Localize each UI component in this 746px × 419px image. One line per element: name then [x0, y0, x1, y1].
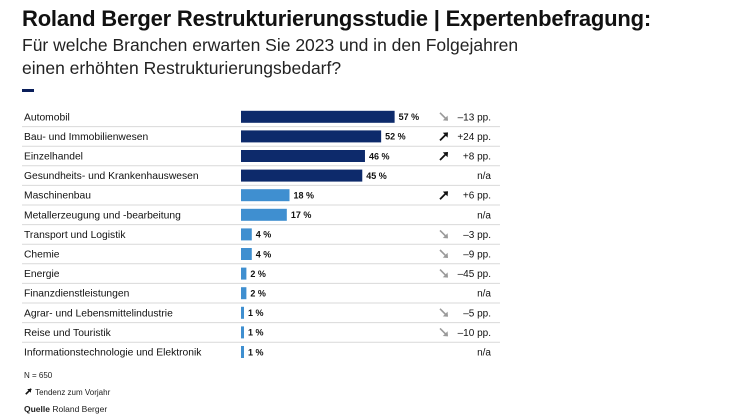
category-label-chemie: Chemie	[24, 250, 60, 261]
category-label-maschinenbau: Maschinenbau	[24, 191, 91, 202]
trend-down-icon-head-energie	[442, 272, 448, 278]
trend-up-icon-head-maschinenbau	[442, 191, 448, 197]
sample-size-note: N = 650	[24, 371, 53, 380]
bar-bau-und-immobilienwesen	[241, 130, 382, 143]
bar-automobil	[241, 110, 395, 123]
chart-subtitle: Für welche Branchen erwarten Sie 2023 un…	[22, 34, 622, 80]
change-label-transport-und-logistik: –3 pp.	[463, 230, 491, 241]
category-label-reise-und-touristik: Reise und Touristik	[24, 328, 112, 339]
change-label-reise-und-touristik: –10 pp.	[458, 328, 491, 339]
bar-reise-und-touristik	[241, 326, 244, 339]
bar-gesundheits-und-krankenhauswesen	[241, 169, 363, 182]
trend-down-icon-head-agrar-und-lebensmittelindustrie	[442, 311, 448, 317]
value-label-energie: 2 %	[250, 269, 266, 279]
change-label-gesundheits-und-krankenhauswesen: n/a	[477, 171, 491, 182]
value-label-finanzdienstleistungen: 2 %	[250, 289, 266, 299]
change-label-agrar-und-lebensmittelindustrie: –5 pp.	[463, 308, 491, 319]
change-label-maschinenbau: +6 pp.	[463, 191, 491, 202]
chart-title: Roland Berger Restrukturierungsstudie | …	[22, 6, 651, 31]
bar-maschinenbau	[241, 189, 290, 202]
change-label-einzelhandel: +8 pp.	[463, 152, 491, 163]
value-label-transport-und-logistik: 4 %	[256, 230, 272, 240]
category-label-agrar-und-lebensmittelindustrie: Agrar- und Lebensmittelindustrie	[24, 308, 173, 319]
category-label-bau-und-immobilienwesen: Bau- und Immobilienwesen	[24, 132, 148, 143]
trend-down-icon-head-automobil	[442, 115, 448, 121]
change-label-automobil: –13 pp.	[458, 112, 491, 123]
value-label-maschinenbau: 18 %	[294, 191, 315, 201]
trend-down-icon-head-transport-und-logistik	[442, 233, 448, 239]
trend-legend: Tendenz zum Vorjahr	[24, 387, 110, 397]
bar-chemie	[241, 248, 252, 260]
accent-bar	[22, 89, 34, 92]
bar-agrar-und-lebensmittelindustrie	[241, 306, 244, 319]
trend-legend-label: Tendenz zum Vorjahr	[35, 388, 111, 397]
bar-transport-und-logistik	[241, 228, 252, 241]
category-label-informationstechnologie-und-elektronik: Informationstechnologie und Elektronik	[24, 348, 202, 359]
value-label-metallerzeugung-und-bearbeitung: 17 %	[291, 210, 312, 220]
subtitle-line-1: Für welche Branchen erwarten Sie 2023 un…	[22, 35, 519, 55]
category-label-automobil: Automobil	[24, 112, 70, 123]
value-label-agrar-und-lebensmittelindustrie: 1 %	[248, 308, 264, 318]
category-label-energie: Energie	[24, 269, 60, 280]
bar-metallerzeugung-und-bearbeitung	[241, 208, 287, 221]
bar-informationstechnologie-und-elektronik	[241, 346, 244, 358]
category-label-metallerzeugung-und-bearbeitung: Metallerzeugung und -bearbeitung	[24, 210, 181, 221]
category-label-transport-und-logistik: Transport und Logistik	[24, 230, 126, 241]
change-label-bau-und-immobilienwesen: +24 pp.	[457, 132, 491, 143]
value-label-reise-und-touristik: 1 %	[248, 328, 264, 338]
category-label-gesundheits-und-krankenhauswesen: Gesundheits- und Krankenhauswesen	[24, 171, 199, 182]
bar-energie	[241, 267, 247, 280]
trend-up-icon-head-bau-und-immobilienwesen	[442, 132, 448, 138]
category-label-einzelhandel: Einzelhandel	[24, 152, 83, 163]
change-label-chemie: –9 pp.	[463, 250, 491, 261]
value-label-chemie: 4 %	[256, 249, 272, 259]
value-label-bau-und-immobilienwesen: 52 %	[385, 132, 406, 142]
value-label-informationstechnologie-und-elektronik: 1 %	[248, 347, 264, 357]
change-label-informationstechnologie-und-elektronik: n/a	[477, 348, 491, 359]
change-label-finanzdienstleistungen: n/a	[477, 289, 491, 300]
change-label-metallerzeugung-und-bearbeitung: n/a	[477, 210, 491, 221]
trend-down-icon-head-reise-und-touristik	[442, 331, 448, 337]
category-label-finanzdienstleistungen: Finanzdienstleistungen	[24, 289, 130, 300]
value-label-automobil: 57 %	[399, 112, 420, 122]
value-label-einzelhandel: 46 %	[369, 151, 390, 161]
source-note: Quelle Roland Berger	[24, 404, 107, 414]
trend-up-icon-head-einzelhandel	[442, 152, 448, 158]
subtitle-line-2: einen erhöhten Restrukturierungsbedarf?	[22, 58, 342, 78]
trend-up-arrow-icon	[25, 388, 32, 395]
bar-einzelhandel	[241, 150, 365, 162]
trend-down-icon-head-chemie	[442, 252, 448, 258]
change-label-energie: –45 pp.	[458, 269, 491, 280]
source-label: Quelle	[24, 404, 50, 414]
value-label-gesundheits-und-krankenhauswesen: 45 %	[366, 171, 387, 181]
source-name: Roland Berger	[52, 404, 108, 414]
bar-finanzdienstleistungen	[241, 287, 247, 300]
